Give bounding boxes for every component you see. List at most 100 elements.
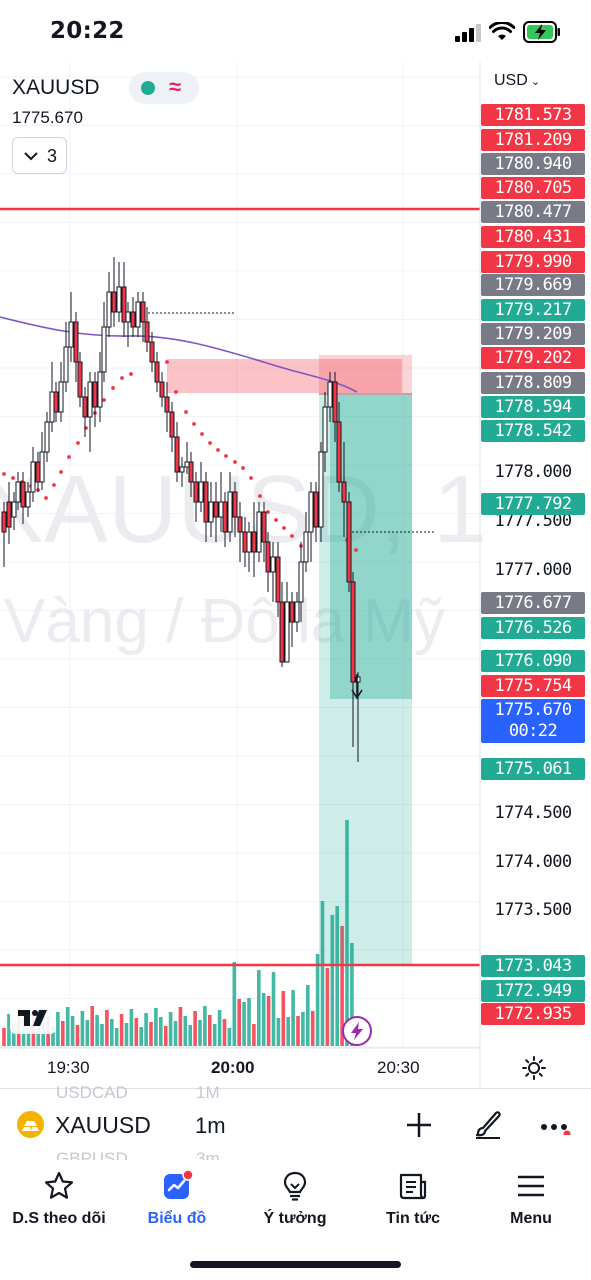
delayed-data-icon: ≈: [169, 74, 182, 99]
sar-dot: [11, 476, 15, 480]
plus-icon[interactable]: [405, 1111, 433, 1139]
price-chart[interactable]: XAUUSD, 1 Vàng / Đô la Mỹ: [0, 62, 591, 1088]
candle-body: [341, 481, 347, 503]
volume-bar: [144, 1013, 148, 1046]
volume-bar: [90, 1006, 94, 1046]
lightbulb-icon: [283, 1171, 307, 1201]
sar-dot: [184, 410, 188, 414]
tab-menu[interactable]: Menu: [472, 1170, 590, 1245]
price-label-value: 1780.705: [494, 178, 572, 198]
sar-dot: [59, 470, 63, 474]
sar-dot: [290, 534, 294, 538]
tab-bar: D.S theo dõi Biểu đồ Ý tưởng Tin tức: [0, 1160, 591, 1280]
more-options-icon[interactable]: [540, 1119, 572, 1135]
candle-body: [20, 481, 26, 508]
candle-body: [164, 396, 170, 413]
volume-bar: [51, 1026, 55, 1046]
price-label: 1772.949: [481, 980, 585, 1002]
time-label: 20:30: [377, 1058, 420, 1077]
volume-bar: [271, 972, 276, 1046]
price-axis-tick: 1773.500: [494, 900, 572, 920]
candle-body: [227, 491, 233, 533]
tab-news[interactable]: Tin tức: [354, 1170, 472, 1245]
sar-dot: [102, 398, 106, 402]
sar-dot: [120, 376, 124, 380]
candle-body: [184, 461, 190, 468]
chevron-down-icon: ⌄: [527, 76, 541, 88]
candle-body: [313, 491, 319, 528]
candle-body: [154, 361, 160, 383]
volume-bar: [252, 1024, 256, 1046]
battery-charging-icon: [523, 21, 560, 43]
price-label: 1779.669: [481, 274, 585, 296]
tab-ideas[interactable]: Ý tưởng: [236, 1170, 354, 1245]
volume-bar: [325, 968, 330, 1046]
sar-dot: [67, 455, 71, 459]
volume-bar: [173, 1021, 178, 1046]
price-label-value: 1779.209: [494, 324, 572, 344]
candle-body: [106, 291, 112, 328]
candle-body: [1, 511, 7, 533]
drawing-brush-icon[interactable]: [472, 1108, 504, 1140]
chart-area[interactable]: XAUUSD, 1 Vàng / Đô la Mỹ XAUUSD 1775.67…: [0, 62, 591, 1088]
volume-bar: [315, 954, 320, 1046]
price-label-value: 1778.809: [494, 373, 572, 393]
bar-countdown: 00:22: [508, 721, 558, 741]
chart-last-price: 1775.670: [12, 108, 83, 127]
volume-bar: [188, 1025, 192, 1046]
price-label: 1778.594: [481, 396, 585, 418]
volume-bar: [168, 1012, 173, 1046]
tradingview-logo-icon[interactable]: [10, 1000, 56, 1034]
price-label: 1779.209: [481, 323, 585, 345]
symbol-selector[interactable]: XAUUSD: [55, 1112, 151, 1138]
volume-bar: [85, 1020, 90, 1046]
sar-dot: [258, 494, 262, 498]
volume-bar: [61, 1021, 65, 1046]
sar-dot: [2, 472, 6, 476]
sar-dot: [216, 448, 220, 452]
price-label-value: 1772.935: [494, 1004, 572, 1024]
price-label: 1781.209: [481, 129, 585, 151]
volume-bar: [276, 1018, 281, 1046]
candle-body: [101, 326, 107, 373]
candle-body: [53, 391, 59, 413]
volume-bar: [70, 1016, 75, 1046]
candle-body: [332, 381, 338, 423]
candle-body: [44, 421, 50, 453]
volume-bar: [26, 1027, 31, 1046]
market-status-pill[interactable]: ≈: [129, 72, 199, 104]
price-label: 1775.754: [481, 675, 585, 697]
candle-body: [73, 321, 79, 363]
indicator-toggle-button[interactable]: 3: [12, 137, 67, 174]
supply-zone: [167, 359, 402, 393]
moving-average-line: [0, 316, 358, 393]
volume-bar: [75, 1025, 80, 1046]
candle-body: [35, 461, 41, 483]
volume-bar: [100, 1024, 104, 1046]
chart-symbol-title[interactable]: XAUUSD: [12, 76, 100, 99]
timeframe-selector[interactable]: 1m: [195, 1113, 226, 1138]
volume-bar: [217, 1010, 222, 1046]
sar-dot: [208, 441, 212, 445]
tab-chart[interactable]: Biểu đồ: [118, 1170, 236, 1245]
lightning-icon[interactable]: [342, 1016, 372, 1046]
tab-watchlist[interactable]: D.S theo dõi: [0, 1170, 118, 1245]
tab-label: D.S theo dõi: [12, 1210, 106, 1227]
volume-bar: [345, 820, 349, 1046]
volume-bar: [310, 1011, 315, 1046]
volume-bar: [119, 1014, 124, 1046]
volume-bar: [261, 993, 266, 1046]
price-label-value: 1776.677: [494, 593, 572, 613]
currency-select[interactable]: USD ⌄: [494, 72, 540, 90]
candle-body: [130, 311, 136, 328]
volume-bar: [232, 962, 237, 1046]
price-label: 1775.670 00:22: [481, 699, 585, 743]
candle-body: [322, 406, 328, 453]
volume-bar: [208, 1015, 212, 1046]
volume-bar: [129, 1009, 134, 1046]
volume-bar: [198, 1020, 202, 1046]
sar-dot: [266, 510, 270, 514]
price-label-value: 1779.669: [494, 275, 572, 295]
gear-icon[interactable]: [522, 1056, 546, 1080]
candle-body: [169, 411, 175, 438]
